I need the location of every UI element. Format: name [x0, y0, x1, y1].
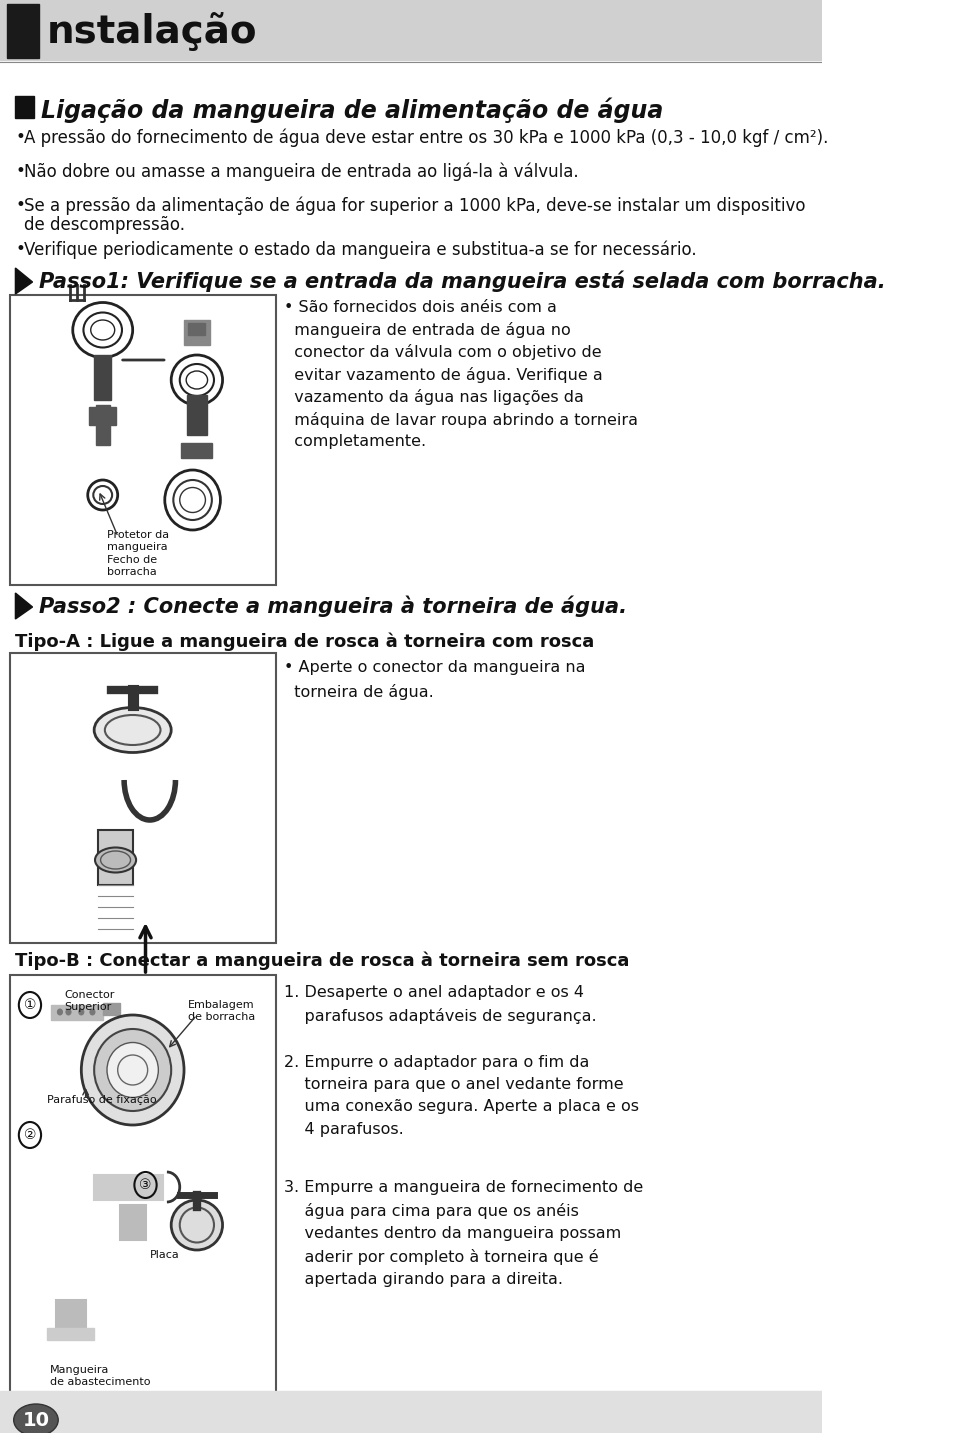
Text: 3. Empurre a mangueira de fornecimento de
    água para cima para que os anéis
 : 3. Empurre a mangueira de fornecimento d… [284, 1179, 643, 1287]
Polygon shape [15, 593, 33, 619]
Text: Tipo-A : Ligue a mangueira de rosca à torneira com rosca: Tipo-A : Ligue a mangueira de rosca à to… [15, 632, 594, 651]
Text: Não dobre ou amasse a mangueira de entrada ao ligá-la à válvula.: Não dobre ou amasse a mangueira de entra… [24, 162, 579, 181]
Ellipse shape [13, 1404, 59, 1433]
Bar [96, 406, 109, 446]
Text: ②: ② [24, 1128, 36, 1142]
Text: Tipo-B : Conectar a mangueira de rosca à torneira sem rosca: Tipo-B : Conectar a mangueira de rosca à… [15, 952, 630, 970]
Text: •: • [15, 128, 25, 146]
Text: • Aperte o conector da mangueira na
  torneira de água.: • Aperte o conector da mangueira na torn… [284, 661, 586, 701]
Bar [15, 96, 35, 118]
Text: Fecho de
borracha: Fecho de borracha [107, 555, 157, 576]
Ellipse shape [95, 847, 136, 873]
Bar [94, 1175, 162, 1199]
Bar [11, 295, 276, 585]
Circle shape [79, 1009, 84, 1015]
Text: ①: ① [24, 997, 36, 1012]
Bar [56, 1300, 85, 1330]
Text: Verifique periodicamente o estado da mangueira e substitua-a se for necessário.: Verifique periodicamente o estado da man… [24, 239, 697, 258]
Ellipse shape [94, 1029, 171, 1111]
Text: Passo1: Verifique se a entrada da mangueira está selada com borracha.: Passo1: Verifique se a entrada da mangue… [39, 269, 886, 291]
Text: Passo2 : Conecte a mangueira à torneira de água.: Passo2 : Conecte a mangueira à torneira … [39, 595, 628, 616]
Bar [103, 1003, 120, 1015]
Ellipse shape [171, 1199, 223, 1250]
Text: de descompressão.: de descompressão. [24, 216, 185, 234]
Ellipse shape [94, 708, 171, 752]
Text: 1. Desaperte o anel adaptador e os 4
    parafusos adaptáveis de segurança.: 1. Desaperte o anel adaptador e os 4 par… [284, 984, 597, 1023]
Text: ③: ③ [139, 1178, 152, 1192]
Circle shape [58, 1009, 62, 1015]
Bar [99, 830, 132, 886]
Bar [184, 320, 209, 345]
Bar [89, 407, 116, 426]
Text: Conector
Superior: Conector Superior [64, 990, 114, 1012]
Circle shape [90, 1009, 95, 1015]
Text: Ligação da mangueira de alimentação de água: Ligação da mangueira de alimentação de á… [41, 97, 663, 122]
Text: nstalação: nstalação [47, 11, 257, 52]
Bar [0, 0, 822, 60]
Bar [11, 653, 276, 943]
Text: 10: 10 [22, 1410, 50, 1430]
Bar [11, 974, 276, 1394]
Bar [94, 355, 111, 400]
Text: Protetor da
mangueira: Protetor da mangueira [107, 530, 169, 552]
Bar [188, 322, 205, 335]
Text: •: • [15, 162, 25, 181]
Bar [51, 1005, 103, 1020]
Text: Parafuso de fixação: Parafuso de fixação [47, 1095, 156, 1105]
Ellipse shape [107, 1042, 158, 1098]
Bar [0, 1391, 822, 1433]
Bar [47, 1328, 94, 1340]
Text: Mangueira
de abastecimento: Mangueira de abastecimento [50, 1366, 150, 1387]
Text: Se a pressão da alimentação de água for superior a 1000 kPa, deve-se instalar um: Se a pressão da alimentação de água for … [24, 196, 805, 215]
Text: A pressão do fornecimento de água deve estar entre os 30 kPa e 1000 kPa (0,3 - 1: A pressão do fornecimento de água deve e… [24, 128, 828, 146]
Text: • São fornecidos dois anéis com a
  mangueira de entrada de água no
  conector d: • São fornecidos dois anéis com a mangue… [284, 299, 638, 449]
Circle shape [66, 1009, 71, 1015]
Text: Placa: Placa [150, 1250, 180, 1260]
Text: •: • [15, 239, 25, 258]
Bar [186, 396, 207, 436]
Polygon shape [15, 268, 33, 294]
Text: •: • [15, 196, 25, 214]
Bar [120, 1205, 146, 1240]
Bar [7, 4, 39, 57]
Text: 2. Empurre o adaptador para o fim da
    torneira para que o anel vedante forme
: 2. Empurre o adaptador para o fim da tor… [284, 1055, 639, 1136]
Ellipse shape [82, 1015, 184, 1125]
Bar [181, 443, 212, 459]
Text: Embalagem
de borracha: Embalagem de borracha [188, 1000, 255, 1022]
